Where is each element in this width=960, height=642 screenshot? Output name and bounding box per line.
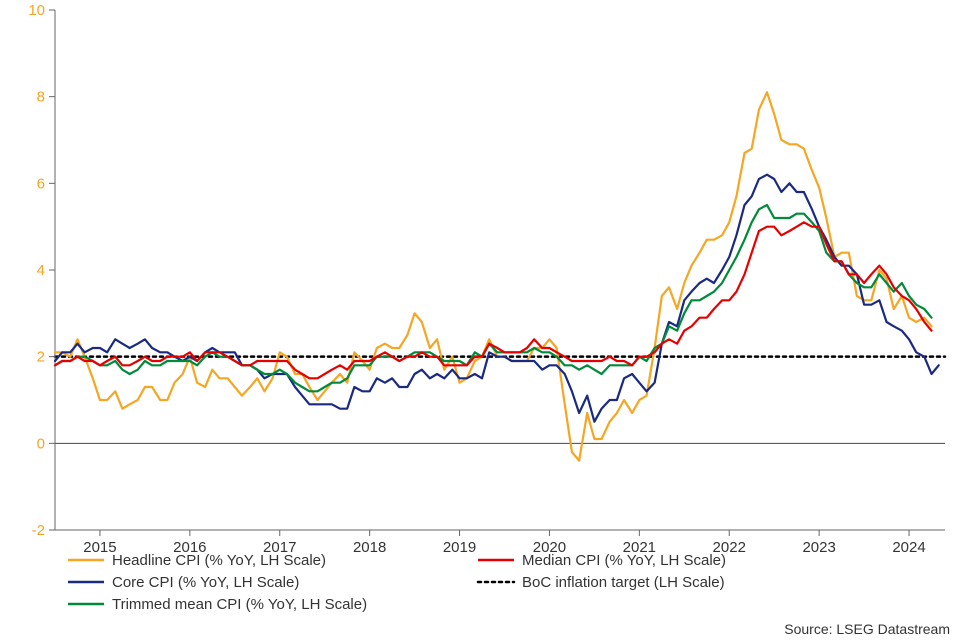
source-label: Source: LSEG Datastream xyxy=(784,621,950,637)
legend-target-label: BoC inflation target (LH Scale) xyxy=(522,574,725,591)
y-tick-label: 2 xyxy=(37,349,45,366)
chart-svg: -202468102015201620172018201920202021202… xyxy=(0,0,960,642)
legend-median-label: Median CPI (% YoY, LH Scale) xyxy=(522,552,726,569)
y-tick-label: 8 xyxy=(37,89,45,106)
y-tick-label: 0 xyxy=(37,435,45,452)
y-tick-label: 4 xyxy=(37,262,45,279)
x-tick-label: 2023 xyxy=(802,539,835,556)
y-tick-label: 6 xyxy=(37,175,45,192)
x-tick-label: 2024 xyxy=(892,539,925,556)
legend-core-label: Core CPI (% YoY, LH Scale) xyxy=(112,574,299,591)
legend-headline-label: Headline CPI (% YoY, LH Scale) xyxy=(112,552,326,569)
x-tick-label: 2019 xyxy=(443,539,476,556)
cpi-chart: -202468102015201620172018201920202021202… xyxy=(0,0,960,642)
y-tick-label: 10 xyxy=(28,2,45,19)
y-tick-label: -2 xyxy=(32,522,45,539)
legend-trimmed-label: Trimmed mean CPI (% YoY, LH Scale) xyxy=(112,596,367,613)
x-tick-label: 2018 xyxy=(353,539,386,556)
